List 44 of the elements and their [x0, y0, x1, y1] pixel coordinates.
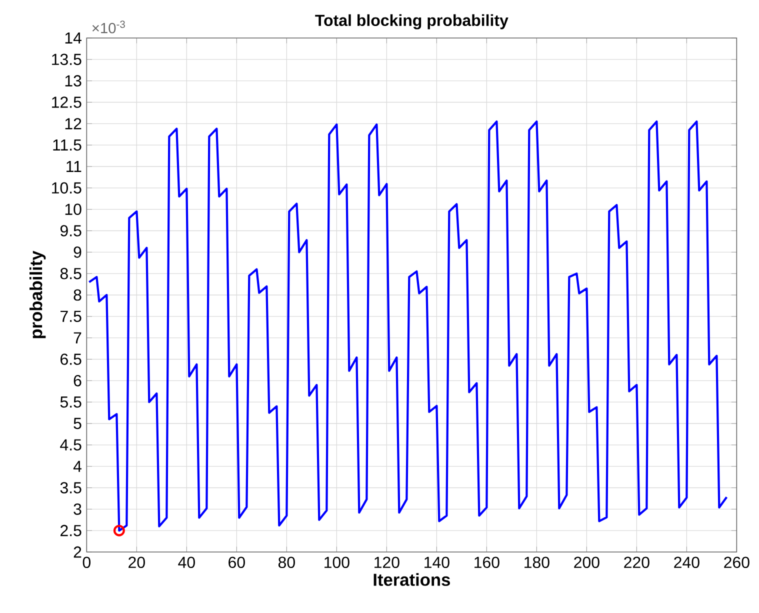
y-tick-label: 11: [66, 161, 82, 172]
y-tick-label: 7: [74, 332, 82, 344]
y-tick-label: 10: [65, 204, 82, 215]
y-tick-label: 6: [74, 375, 82, 386]
x-tick-label: 120: [374, 556, 400, 568]
x-tick-label: 260: [724, 556, 750, 568]
x-tick-label: 80: [278, 556, 295, 568]
y-tick-label: 6.5: [60, 354, 82, 365]
y-tick-label: 8.5: [60, 268, 82, 280]
x-tick-label: 180: [524, 556, 550, 568]
y-tick-label: 12.5: [52, 96, 82, 108]
y-tick-label: 3: [74, 504, 82, 515]
x-tick-label: 220: [624, 556, 650, 568]
y-tick-label: 3.5: [60, 482, 82, 494]
x-tick-label: 140: [424, 556, 450, 568]
x-tick-label: 200: [574, 556, 600, 568]
y-tick-label: 10.5: [52, 182, 82, 194]
x-axis-title: Iterations: [374, 573, 450, 586]
chart-title: Total blocking probability: [315, 14, 508, 30]
x-tick-label: 20: [128, 556, 145, 568]
x-tick-label: 0: [82, 556, 90, 568]
x-tick-label: 240: [674, 556, 700, 568]
y-tick-label: 9: [74, 246, 82, 258]
y-tick-label: 8: [74, 289, 82, 301]
x-tick-label: 160: [474, 556, 500, 568]
line-series: [88, 120, 728, 532]
y-tick-label: 13: [65, 75, 82, 86]
y-tick-label: 9.5: [60, 225, 82, 236]
y-tick-label: 4: [73, 460, 82, 472]
y-tick-label: 2.5: [60, 524, 82, 536]
y-tick-label: 5: [74, 418, 82, 430]
y-tick-label: 11.5: [53, 140, 82, 151]
x-tick-label: 100: [324, 556, 350, 568]
y-axis-title: probability: [29, 250, 46, 338]
x-tick-label: 40: [178, 556, 195, 568]
y-tick-label: 14: [65, 32, 82, 44]
text: ×10$^{-3}$: [92, 20, 125, 34]
y-tick-label: 5.5: [60, 396, 82, 408]
y-tick-label: 4.5: [60, 439, 82, 450]
y-tick-label: 2: [74, 546, 82, 558]
y-tick-label: 12: [65, 118, 82, 130]
y-tick-label: 7.5: [60, 310, 82, 322]
x-tick-label: 60: [228, 556, 245, 568]
y-tick-label: 13.5: [52, 54, 82, 66]
